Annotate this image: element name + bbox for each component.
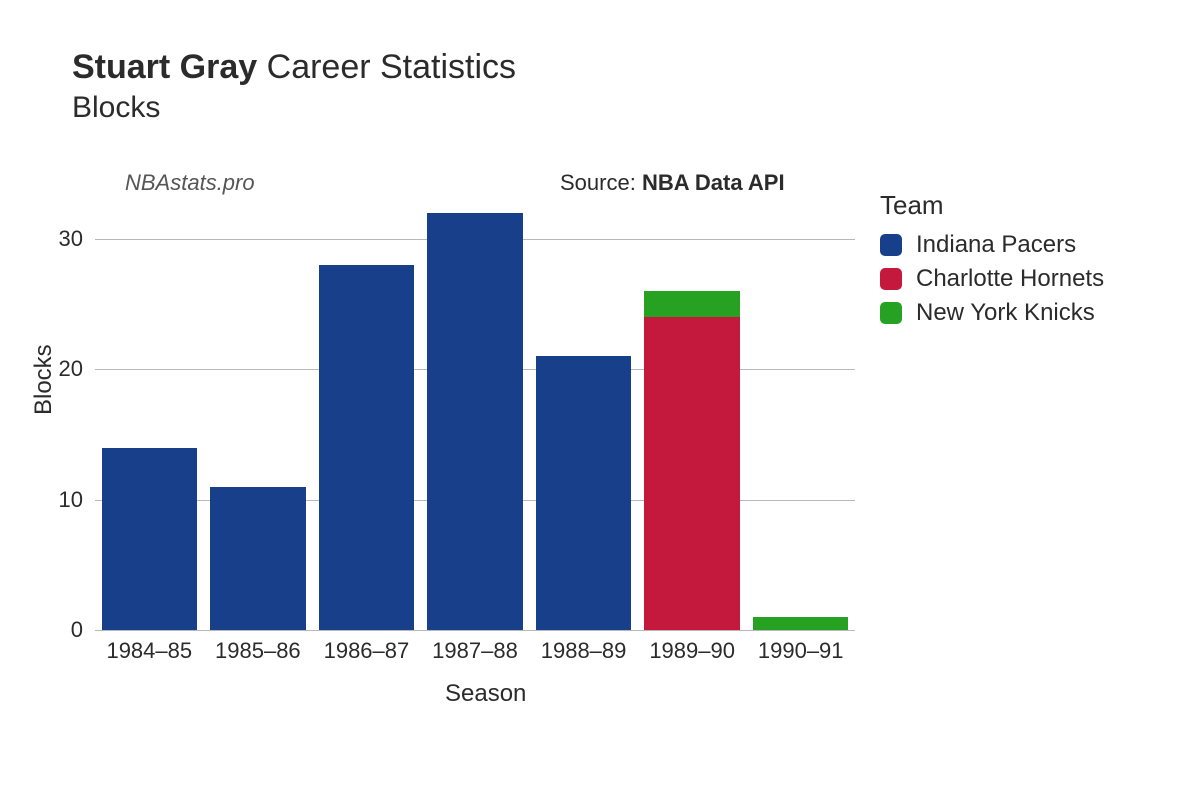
bar-segment <box>536 356 632 630</box>
legend-swatch <box>880 234 902 256</box>
chart-plot-area: 01020301984–851985–861986–871987–881988–… <box>95 200 855 630</box>
y-tick-label: 10 <box>59 487 83 513</box>
bar-segment <box>427 213 523 630</box>
gridline <box>95 630 855 631</box>
x-tick-label: 1989–90 <box>649 638 735 664</box>
title-line-1: Stuart Gray Career Statistics <box>72 48 516 87</box>
source-name: NBA Data API <box>642 170 785 195</box>
y-tick-label: 30 <box>59 226 83 252</box>
title-suffix: Career Statistics <box>257 48 516 86</box>
bar-segment <box>210 487 306 630</box>
legend: Team Indiana Pacers Charlotte Hornets New … <box>880 190 1104 333</box>
bar-segment <box>753 617 849 630</box>
bar-segment <box>644 291 740 317</box>
legend-label: Charlotte Hornets <box>916 265 1104 293</box>
legend-label: New York Knicks <box>916 299 1095 327</box>
x-tick-label: 1987–88 <box>432 638 518 664</box>
x-tick-label: 1990–91 <box>758 638 844 664</box>
legend-label: Indiana Pacers <box>916 231 1076 259</box>
legend-title: Team <box>880 190 1104 221</box>
legend-item: Charlotte Hornets <box>880 265 1104 293</box>
source-text: Source: NBA Data API <box>560 170 785 196</box>
x-tick-label: 1986–87 <box>324 638 410 664</box>
source-prefix: Source: <box>560 170 642 195</box>
bar-segment <box>319 265 415 630</box>
bar-segment <box>102 448 198 630</box>
legend-item: Indiana Pacers <box>880 231 1104 259</box>
chart-title: Stuart Gray Career Statistics Blocks <box>72 48 516 125</box>
x-tick-label: 1988–89 <box>541 638 627 664</box>
legend-swatch <box>880 268 902 290</box>
legend-swatch <box>880 302 902 324</box>
x-axis-label: Season <box>445 680 526 708</box>
y-axis-label: Blocks <box>30 344 58 415</box>
y-tick-label: 0 <box>71 617 83 643</box>
x-tick-label: 1984–85 <box>106 638 192 664</box>
legend-item: New York Knicks <box>880 299 1104 327</box>
attribution-text: NBAstats.pro <box>125 170 255 196</box>
y-tick-label: 20 <box>59 356 83 382</box>
title-metric: Blocks <box>72 91 516 125</box>
player-name: Stuart Gray <box>72 48 257 86</box>
bar-segment <box>644 317 740 630</box>
x-tick-label: 1985–86 <box>215 638 301 664</box>
